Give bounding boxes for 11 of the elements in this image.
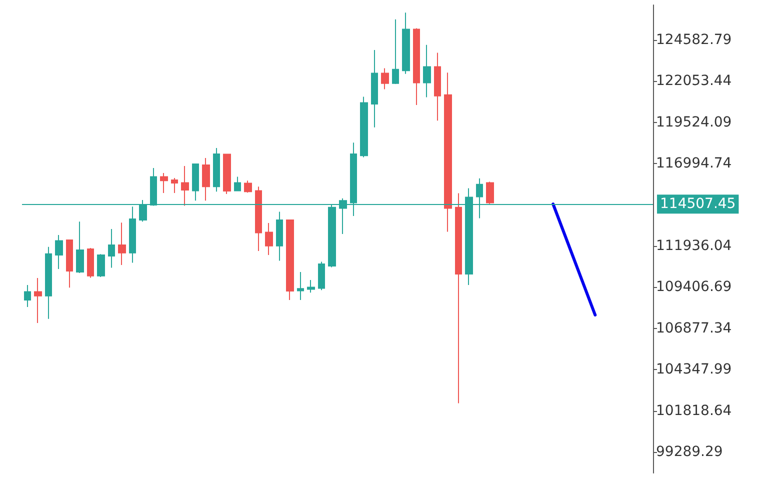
y-tick-label: 122053.44 xyxy=(656,73,732,90)
y-tick-label: 99289.29 xyxy=(656,444,723,460)
y-tick-label: 109406.69 xyxy=(656,279,732,296)
y-tick-label: 104347.99 xyxy=(656,362,732,378)
y-tick-label: 116994.74 xyxy=(656,156,732,172)
y-tick-label: 106877.34 xyxy=(656,320,732,336)
y-tick-label: 111936.04 xyxy=(656,238,732,254)
y-tick-label: 114507.45 xyxy=(660,196,736,212)
y-tick-label: 119524.09 xyxy=(656,114,732,130)
y-tick-label: 101818.64 xyxy=(656,402,732,419)
y-tick-label: 124582.79 xyxy=(656,32,732,48)
